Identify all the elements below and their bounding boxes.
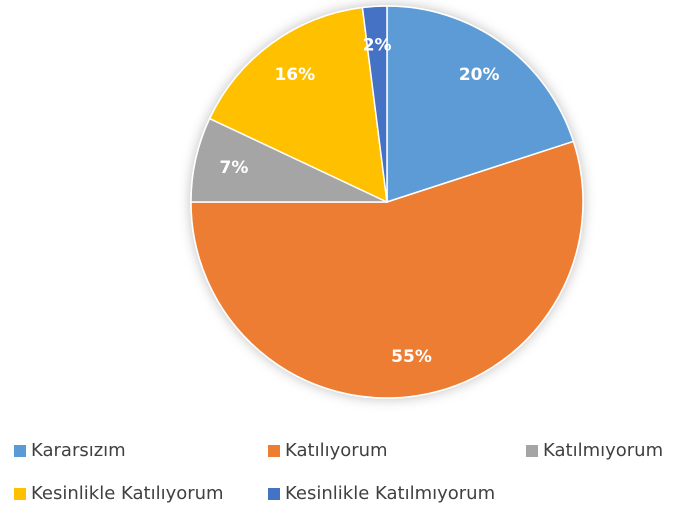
legend-swatch xyxy=(14,445,26,457)
legend-swatch xyxy=(14,488,26,500)
pie-slice xyxy=(190,140,584,399)
data-label: 20% xyxy=(459,65,500,85)
legend-label: Kesinlikle Katılıyorum xyxy=(31,483,224,504)
legend-label: Katılıyorum xyxy=(285,440,388,461)
legend-label: Kararsızım xyxy=(31,440,126,461)
data-label: 7% xyxy=(220,158,249,178)
pie xyxy=(190,5,584,399)
legend-label: Kesinlikle Katılmıyorum xyxy=(285,483,495,504)
legend-swatch xyxy=(268,445,280,457)
data-label: 16% xyxy=(274,65,315,85)
data-label: 2% xyxy=(363,36,392,56)
pie-slice xyxy=(208,6,388,204)
legend-swatch xyxy=(268,488,280,500)
data-label: 55% xyxy=(391,347,432,367)
legend-label: Katılmıyorum xyxy=(543,440,663,461)
pie-slice xyxy=(386,5,575,204)
pie-slice xyxy=(361,5,388,203)
legend-swatch xyxy=(526,445,538,457)
